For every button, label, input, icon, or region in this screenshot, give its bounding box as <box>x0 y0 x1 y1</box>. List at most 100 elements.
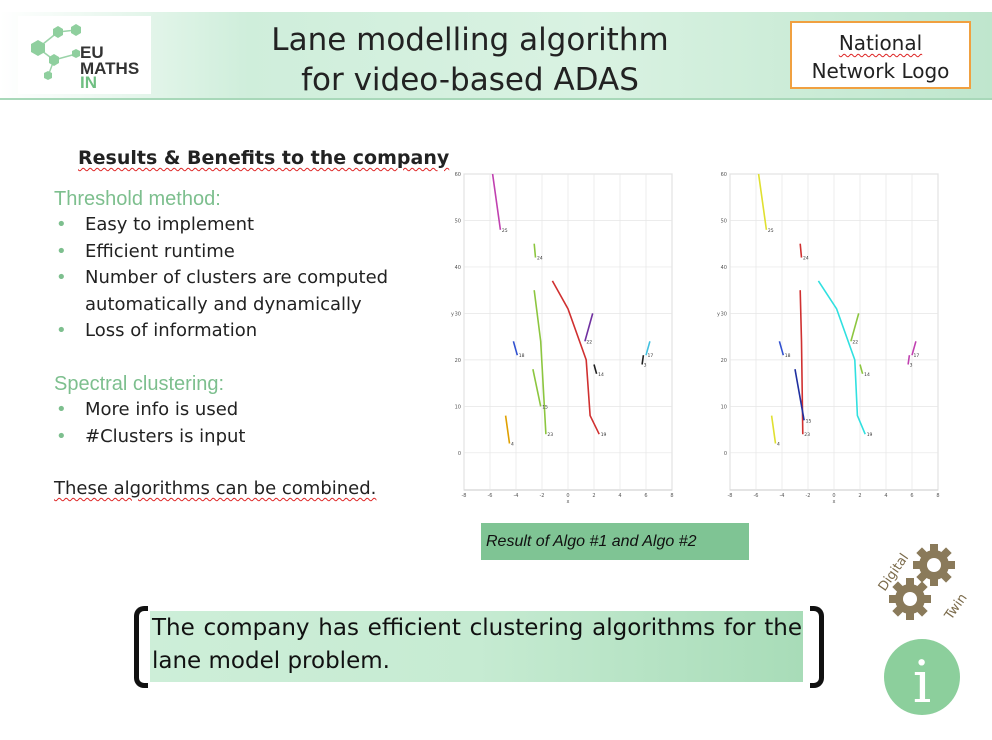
combined-note: These algorithms can be combined. <box>54 478 377 499</box>
series-label: 18 <box>519 353 525 359</box>
series-label: 15 <box>542 404 548 410</box>
series-label: 4 <box>511 442 514 448</box>
algo1-result-plot: -8 -6 -4 -2 0 2 4 6 80102030405060xy252423151841… <box>451 172 674 504</box>
series-line <box>911 341 917 356</box>
logo-text-maths: MATHS <box>80 59 139 78</box>
series-line <box>551 280 600 435</box>
series-line <box>859 364 864 375</box>
algo2-result-plot: -8 -6 -4 -2 0 2 4 6 80102030405060xy252423151841… <box>717 172 940 504</box>
y-tick-label: 40 <box>721 265 727 271</box>
page-title: Lane modelling algorithm for video-based… <box>200 20 740 100</box>
results-heading: Results & Benefits to the company <box>78 147 450 169</box>
series-label: 17 <box>914 353 920 359</box>
gear-tooth <box>930 578 938 586</box>
x-axis-label: x <box>567 499 570 504</box>
series-line <box>645 341 651 356</box>
series-line <box>641 355 645 365</box>
x-tick-label: -8 <box>462 493 467 499</box>
title-line-1: Lane modelling algorithm <box>271 22 669 58</box>
series-line <box>532 369 542 407</box>
x-tick-label: -8 <box>728 493 733 499</box>
info-symbol: i <box>913 648 932 716</box>
gear-tooth <box>906 612 914 620</box>
gear-tooth <box>930 544 938 552</box>
list-item: • #Clusters is input <box>56 425 246 447</box>
summary-text: The company has efficient clustering alg… <box>152 615 802 674</box>
gear-tooth <box>889 595 897 603</box>
spectral-clustering-title: Spectral clustering: <box>54 373 225 395</box>
series-line <box>770 415 777 444</box>
y-tick-label: 20 <box>455 358 461 364</box>
network-logo-line-2: Network Logo <box>811 59 950 83</box>
y-axis-label: y <box>451 311 454 317</box>
series-line <box>512 341 519 356</box>
x-tick-label: 6 <box>910 493 913 499</box>
x-tick-label: 4 <box>618 493 621 499</box>
x-tick-label: -2 <box>806 493 811 499</box>
y-tick-label: 40 <box>455 265 461 271</box>
list-item: • Number of clusters are computed automat… <box>56 267 389 315</box>
series-line <box>817 280 866 435</box>
x-tick-label: -2 <box>540 493 545 499</box>
series-label: 15 <box>806 418 812 424</box>
series-line <box>778 341 785 356</box>
series-line <box>799 243 803 258</box>
series-label: 23 <box>804 432 810 438</box>
spectral-list: • More info is used • #Clusters is input <box>54 397 434 450</box>
x-tick-label: 2 <box>592 493 595 499</box>
series-label: 24 <box>803 256 809 262</box>
network-logo-line-1: National <box>838 31 923 55</box>
gear-tooth <box>947 561 955 569</box>
gear-tooth <box>913 561 921 569</box>
series-label: 17 <box>648 353 654 359</box>
y-tick-label: 50 <box>721 218 727 224</box>
series-label: 19 <box>867 432 873 438</box>
y-tick-label: 60 <box>455 172 461 178</box>
y-tick-label: 0 <box>458 451 461 457</box>
x-tick-label: -6 <box>754 493 759 499</box>
series-line <box>584 313 594 342</box>
header-divider <box>0 98 992 100</box>
series-label: 24 <box>537 256 543 262</box>
series-line <box>504 415 511 444</box>
series-line <box>593 364 598 375</box>
series-label: 14 <box>598 372 604 378</box>
y-tick-label: 30 <box>721 311 727 317</box>
plots-caption: Result of Algo #1 and Algo #2 <box>481 523 749 560</box>
y-tick-label: 30 <box>455 311 461 317</box>
threshold-list: • Easy to implement • Efficient runtime • N… <box>54 212 434 345</box>
list-item: • Loss of information <box>56 320 258 341</box>
series-label: 25 <box>768 228 774 234</box>
title-line-2: for video-based ADAS <box>301 62 639 98</box>
series-line <box>757 173 768 230</box>
series-line <box>533 243 537 258</box>
series-label: 18 <box>785 353 791 359</box>
x-tick-label: 8 <box>936 493 939 499</box>
x-tick-label: 0 <box>832 493 835 499</box>
y-tick-label: 20 <box>721 358 727 364</box>
x-tick-label: -4 <box>780 493 785 499</box>
y-axis-label: y <box>717 311 720 317</box>
eu-maths-in-logo: EU MATHS IN <box>18 16 151 94</box>
x-tick-label: 2 <box>858 493 861 499</box>
left-bracket <box>134 606 148 688</box>
y-tick-label: 50 <box>455 218 461 224</box>
series-label: 23 <box>547 432 553 438</box>
x-tick-label: 0 <box>566 493 569 499</box>
series-line <box>850 313 860 342</box>
right-bracket <box>810 606 824 688</box>
y-tick-label: 0 <box>724 451 727 457</box>
y-tick-label: 10 <box>721 404 727 410</box>
gear-tooth <box>906 578 914 586</box>
x-axis-label: x <box>833 499 836 504</box>
series-label: 25 <box>502 228 508 234</box>
list-item: • Easy to implement <box>56 214 255 235</box>
summary-box <box>150 611 803 682</box>
network-dots-icon: EU MATHS IN <box>31 24 139 92</box>
series-line <box>799 290 804 435</box>
y-tick-label: 10 <box>455 404 461 410</box>
gear-tooth <box>923 595 931 603</box>
digital-twin-gears-icon: Digital Twin <box>876 544 968 624</box>
info-icon[interactable]: i <box>883 638 961 716</box>
x-tick-label: -4 <box>514 493 519 499</box>
